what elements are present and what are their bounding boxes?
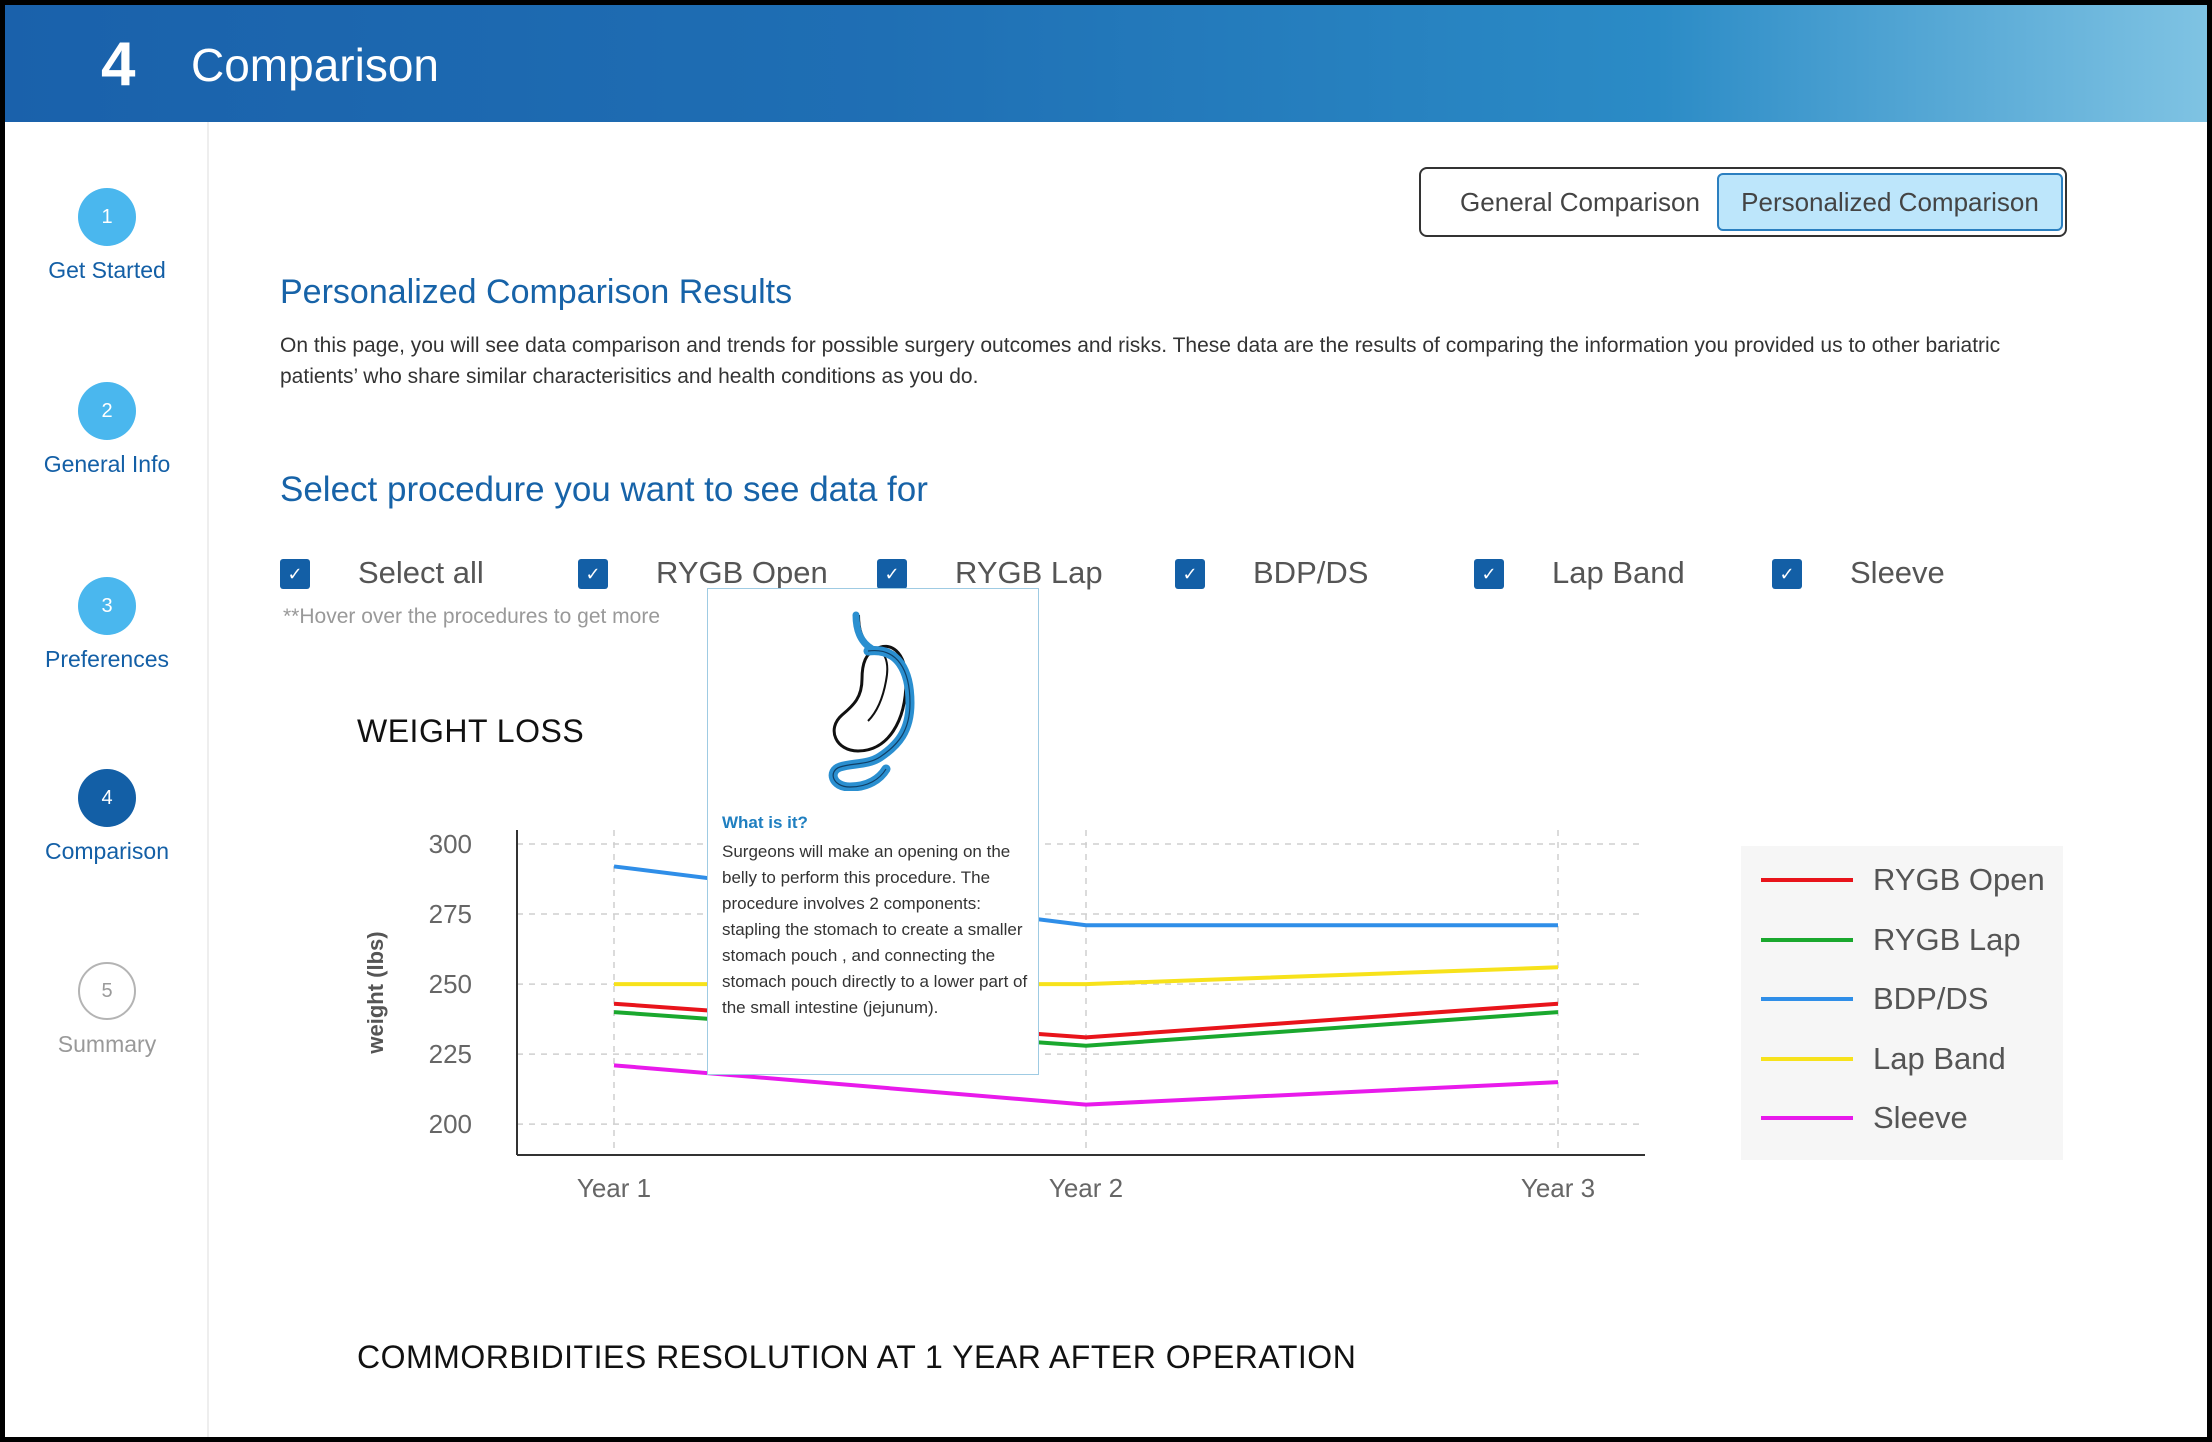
checkbox-icon[interactable]: ✓: [1175, 559, 1205, 589]
sidebar-step-comparison[interactable]: 4 Comparison: [5, 769, 209, 865]
checkbox-label: Sleeve: [1850, 555, 1945, 590]
step-number-circle: 2: [78, 382, 136, 440]
sidebar-step-general-info[interactable]: 2 General Info: [5, 382, 209, 478]
legend-swatch: [1761, 937, 1853, 942]
tooltip-body: Surgeons will make an opening on the bel…: [722, 842, 1028, 1017]
page-header: 4 Comparison: [5, 5, 2207, 122]
checkbox-icon[interactable]: ✓: [1474, 559, 1504, 589]
select-procedure-heading: Select procedure you want to see data fo…: [280, 470, 928, 509]
checkbox-icon[interactable]: ✓: [877, 559, 907, 589]
sidebar-step-summary[interactable]: 5 Summary: [5, 962, 209, 1058]
sidebar-step-preferences[interactable]: 3 Preferences: [5, 577, 209, 673]
results-heading: Personalized Comparison Results: [280, 273, 793, 311]
checkbox-icon[interactable]: ✓: [578, 559, 608, 589]
legend-label: BDP/DS: [1873, 981, 1989, 1016]
checkbox-label: RYGB Lap: [955, 555, 1103, 590]
series-line-sleeve: [613, 1063, 1559, 1107]
general-comparison-button[interactable]: General Comparison: [1460, 187, 1700, 217]
procedure-tooltip: What is it? Surgeons will make an openin…: [707, 588, 1039, 1075]
tooltip-title: What is it?: [722, 813, 808, 832]
weight-loss-chart: 300 275 250 225 200 Year 1 Year 2 Year 3 weight …: [363, 829, 1645, 1203]
y-axis-label: weight (lbs): [363, 931, 388, 1054]
step-label: Get Started: [48, 257, 166, 283]
stomach-bypass-icon: [828, 611, 915, 791]
checkbox-label: Select all: [358, 555, 484, 590]
step-label: Summary: [57, 1031, 157, 1057]
page-title: Comparison: [191, 39, 439, 91]
step-sidebar: 1 Get Started 2 General Info 3 Preferenc…: [5, 122, 209, 1437]
header-step-number: 4: [101, 30, 136, 99]
comparison-mode-toggle: General Comparison Personalized Comparis…: [1419, 167, 2067, 237]
checkbox-label: BDP/DS: [1253, 555, 1369, 590]
checkbox-label: RYGB Open: [656, 555, 828, 590]
checkbox-icon[interactable]: ✓: [280, 559, 310, 589]
y-tick-label: 225: [429, 1039, 472, 1069]
legend-swatch: [1761, 878, 1853, 882]
legend-label: RYGB Lap: [1873, 921, 2021, 957]
chart-legend: RYGB Open RYGB Lap BDP/DS Lap Band Sleeve: [1741, 846, 2063, 1160]
checkbox-icon[interactable]: ✓: [1772, 559, 1802, 589]
sidebar-step-get-started[interactable]: 1 Get Started: [5, 188, 209, 284]
legend-label: Lap Band: [1873, 1040, 2006, 1076]
step-label: Preferences: [44, 646, 169, 672]
app-window: 4 Comparison 1 Get Started 2 General Inf…: [5, 5, 2207, 1437]
y-tick-label: 250: [429, 969, 472, 999]
step-label: General Info: [43, 451, 171, 477]
personalized-comparison-button[interactable]: Personalized Comparison: [1717, 173, 2063, 231]
legend-swatch: [1761, 1116, 1853, 1120]
y-tick-label: 300: [429, 829, 472, 859]
x-tick-label: Year 3: [1521, 1173, 1595, 1203]
step-number-circle: 3: [78, 577, 136, 635]
comorbidities-heading: COMMORBIDITIES RESOLUTION AT 1 YEAR AFTE…: [357, 1339, 1357, 1375]
checkbox-label: Lap Band: [1552, 555, 1685, 590]
x-tick-label: Year 2: [1049, 1173, 1123, 1203]
intro-paragraph: On this page, you will see data comparis…: [280, 334, 2001, 388]
y-tick-label: 200: [429, 1109, 472, 1139]
step-number-circle: 5: [78, 962, 136, 1020]
hover-hint-text: **Hover over the procedures to get more: [283, 605, 661, 628]
legend-label: RYGB Open: [1873, 862, 2045, 897]
step-label: Comparison: [45, 838, 169, 864]
step-number-circle: 1: [78, 188, 136, 246]
y-tick-label: 275: [429, 899, 472, 929]
legend-swatch: [1761, 1056, 1853, 1061]
weight-loss-heading: WEIGHT LOSS: [357, 713, 585, 749]
x-tick-label: Year 1: [577, 1173, 651, 1203]
step-number-circle: 4: [78, 769, 136, 827]
legend-swatch: [1761, 997, 1853, 1001]
legend-label: Sleeve: [1873, 1100, 1968, 1135]
